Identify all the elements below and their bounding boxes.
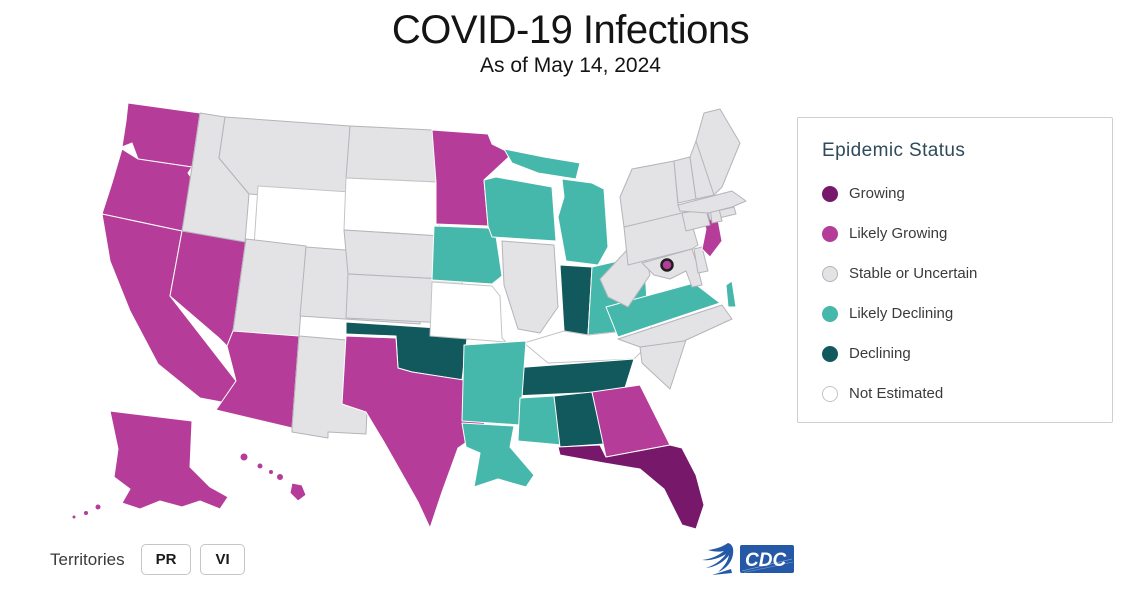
state-SC[interactable] bbox=[639, 339, 687, 390]
legend-item-likely-growing: Likely Growing bbox=[822, 225, 1088, 242]
state-NC[interactable] bbox=[617, 304, 733, 348]
cdc-text: CDC bbox=[745, 550, 786, 571]
territories-label: Territories bbox=[50, 549, 125, 569]
dc-marker[interactable] bbox=[660, 258, 674, 272]
legend-item-stable: Stable or Uncertain bbox=[822, 265, 1088, 282]
state-LA[interactable] bbox=[461, 422, 535, 488]
legend-item-label: Not Estimated bbox=[849, 385, 944, 402]
state-AK[interactable] bbox=[109, 410, 229, 510]
state-MI-lower[interactable] bbox=[557, 178, 609, 266]
page-title: COVID-19 Infections bbox=[391, 8, 750, 52]
legend-panel: Epidemic Status Growing Likely Growing S… bbox=[797, 117, 1113, 423]
state-IA[interactable] bbox=[431, 225, 503, 285]
state-GA[interactable] bbox=[591, 384, 671, 458]
state-IL[interactable] bbox=[501, 240, 559, 334]
header: COVID-19 Infections As of May 14, 2024 bbox=[0, 8, 1141, 78]
growing-dot-icon bbox=[822, 185, 838, 202]
state-AK-island[interactable] bbox=[94, 503, 102, 511]
legend-item-label: Likely Declining bbox=[849, 305, 954, 322]
legend-item-label: Stable or Uncertain bbox=[849, 265, 978, 282]
state-ND[interactable] bbox=[345, 125, 437, 183]
stable-dot-icon bbox=[822, 265, 838, 282]
legend-item-label: Growing bbox=[849, 185, 905, 202]
state-MO[interactable] bbox=[429, 281, 507, 343]
legend-item-growing: Growing bbox=[822, 185, 1088, 202]
state-UT[interactable] bbox=[232, 238, 307, 337]
legend-item-label: Likely Growing bbox=[849, 225, 948, 242]
state-AK-island[interactable] bbox=[83, 510, 89, 516]
territory-button-pr[interactable]: PR bbox=[140, 544, 192, 575]
legend-item-not-estimated: Not Estimated bbox=[822, 385, 1088, 402]
state-AK-island[interactable] bbox=[71, 514, 77, 520]
state-MA[interactable] bbox=[677, 190, 747, 214]
likely-growing-dot-icon bbox=[822, 225, 838, 242]
territories-bar: Territories PR VI bbox=[50, 544, 254, 575]
state-HI-big-island[interactable] bbox=[289, 482, 307, 502]
legend-title: Epidemic Status bbox=[822, 140, 966, 161]
state-DE[interactable] bbox=[693, 246, 709, 274]
page-subtitle: As of May 14, 2024 bbox=[480, 54, 661, 77]
state-HI-oahu[interactable] bbox=[256, 462, 264, 470]
likely-declining-dot-icon bbox=[822, 305, 838, 322]
state-FL[interactable] bbox=[557, 444, 705, 530]
state-VA-eastern-shore[interactable] bbox=[725, 280, 737, 308]
state-HI-molokai[interactable] bbox=[268, 469, 274, 475]
state-MI-upper[interactable] bbox=[503, 148, 581, 180]
us-map bbox=[40, 95, 800, 545]
cdc-logo[interactable]: CDC bbox=[698, 533, 798, 585]
hhs-eagle-icon bbox=[702, 543, 734, 575]
state-HI-kauai[interactable] bbox=[239, 452, 249, 462]
state-AR[interactable] bbox=[461, 340, 527, 426]
cdc-box: CDC bbox=[740, 545, 794, 573]
state-SD[interactable] bbox=[343, 177, 441, 237]
legend-item-label: Declining bbox=[849, 345, 911, 362]
territory-button-vi[interactable]: VI bbox=[200, 544, 245, 575]
state-WI[interactable] bbox=[483, 176, 557, 242]
not-estimated-dot-icon bbox=[822, 385, 838, 402]
state-HI-maui[interactable] bbox=[276, 473, 284, 481]
state-ME[interactable] bbox=[695, 108, 741, 196]
state-VA[interactable] bbox=[605, 282, 721, 338]
legend-item-declining: Declining bbox=[822, 345, 1088, 362]
legend-item-likely-declining: Likely Declining bbox=[822, 305, 1088, 322]
us-map-svg bbox=[71, 102, 747, 530]
state-WV[interactable] bbox=[599, 248, 651, 308]
state-IN[interactable] bbox=[559, 264, 593, 336]
declining-dot-icon bbox=[822, 345, 838, 362]
